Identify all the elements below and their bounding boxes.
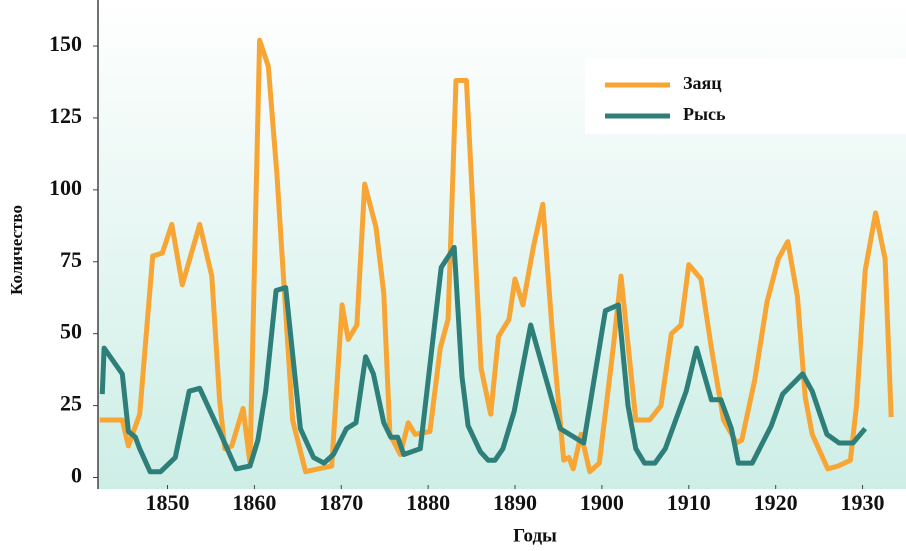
x-tick-label: 1870 <box>319 490 363 515</box>
legend-label: Рысь <box>683 104 726 124</box>
y-tick-label: 125 <box>49 103 82 128</box>
series-line <box>99 244 868 475</box>
x-tick-label: 1860 <box>232 490 276 515</box>
legend-label: Заяц <box>683 73 722 93</box>
y-tick-label: 50 <box>60 319 82 344</box>
x-tick-label: 1890 <box>493 490 537 515</box>
y-tick-label: 150 <box>49 31 82 56</box>
series-line <box>99 37 894 475</box>
x-tick-label: 1850 <box>146 490 190 515</box>
y-tick-label: 0 <box>71 463 82 488</box>
y-axis-label: Количество <box>7 205 26 295</box>
x-tick-label: 1880 <box>406 490 450 515</box>
legend-box <box>585 58 906 134</box>
x-tick-label: 1910 <box>667 490 711 515</box>
x-tick-label: 1920 <box>754 490 798 515</box>
x-tick-label: 1930 <box>841 490 885 515</box>
x-tick-label: 1900 <box>580 490 624 515</box>
x-axis-label: Годы <box>513 525 557 546</box>
y-tick-label: 75 <box>60 247 82 272</box>
y-tick-label: 25 <box>60 391 82 416</box>
y-tick-label: 100 <box>49 175 82 200</box>
